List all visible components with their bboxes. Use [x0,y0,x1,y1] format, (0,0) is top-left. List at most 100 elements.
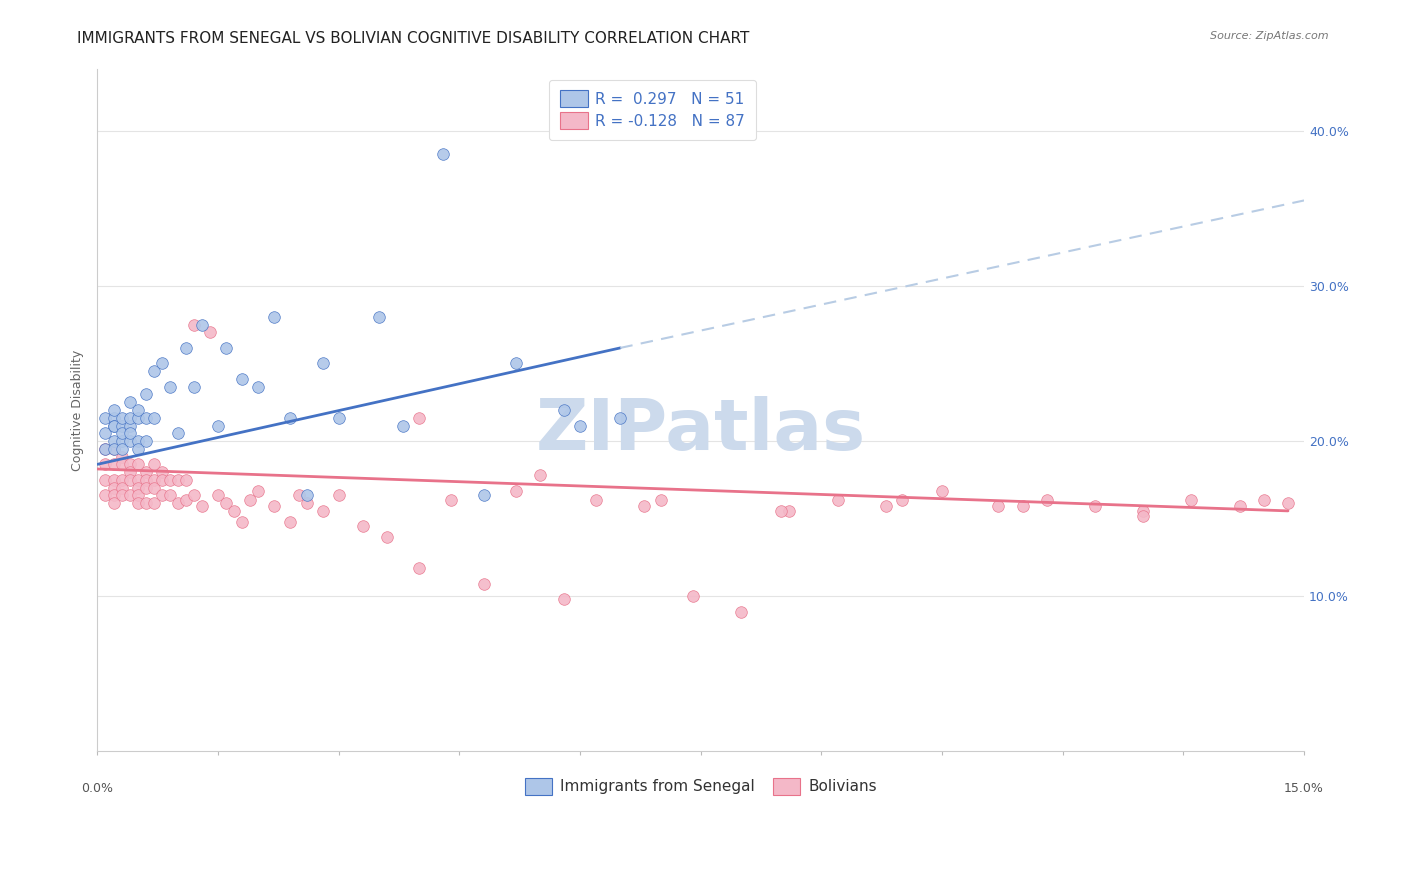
Point [231,372,253,386]
Point [778,504,800,518]
Point [375,530,398,544]
Point [142,473,165,487]
Text: 0.0%: 0.0% [82,782,114,795]
Point [118,418,141,433]
Point [408,561,430,575]
Point [142,364,165,378]
Point [183,318,205,332]
Y-axis label: Cognitive Disability: Cognitive Disability [72,350,84,471]
Point [103,418,125,433]
Point [127,458,149,472]
Point [103,410,125,425]
Point [103,481,125,495]
Point [1277,496,1299,510]
Point [103,418,125,433]
Point [118,434,141,448]
Point [1180,493,1202,508]
Point [328,410,350,425]
Point [110,418,132,433]
Point [110,434,132,448]
Point [183,380,205,394]
Point [191,500,214,514]
Point [247,380,270,394]
Point [295,488,318,502]
Point [505,356,527,370]
Point [127,442,149,456]
Point [167,426,190,441]
Point [118,410,141,425]
Point [103,403,125,417]
Point [135,496,157,510]
Point [110,458,132,472]
Point [553,403,575,417]
Point [150,356,173,370]
Point [408,410,430,425]
Point [183,488,205,502]
Point [1035,493,1057,508]
Point [94,426,117,441]
Point [135,465,157,479]
Point [295,496,318,510]
Point [368,310,391,324]
Legend: Immigrants from Senegal, Bolivians: Immigrants from Senegal, Bolivians [515,767,887,805]
Point [127,481,149,495]
Point [174,341,197,355]
Point [191,318,214,332]
Point [94,410,117,425]
Point [103,496,125,510]
Point [890,493,912,508]
Point [280,515,302,529]
Text: 15.0%: 15.0% [1284,782,1324,795]
Point [198,326,221,340]
Point [118,458,141,472]
Point [110,442,132,456]
Point [167,473,190,487]
Point [1011,500,1033,514]
Point [440,493,463,508]
Point [110,450,132,464]
Point [215,341,238,355]
Point [174,473,197,487]
Point [231,515,253,529]
Point [432,147,454,161]
Point [529,468,551,483]
Point [159,488,181,502]
Point [585,493,607,508]
Point [730,605,752,619]
Point [263,310,285,324]
Point [94,488,117,502]
Point [247,483,270,498]
Point [287,488,309,502]
Point [633,500,655,514]
Point [239,493,262,508]
Point [569,418,592,433]
Point [103,442,125,456]
Point [472,488,495,502]
Point [110,488,132,502]
Point [103,473,125,487]
Point [94,442,117,456]
Point [931,483,953,498]
Point [472,577,495,591]
Point [127,473,149,487]
Point [770,504,793,518]
Point [110,410,132,425]
Point [280,410,302,425]
Point [1132,504,1154,518]
Point [150,488,173,502]
Point [328,488,350,502]
Point [987,500,1010,514]
Point [1132,508,1154,523]
Point [118,426,141,441]
Point [263,500,285,514]
Point [103,434,125,448]
Point [392,418,415,433]
Point [1084,500,1107,514]
Point [135,481,157,495]
Point [127,496,149,510]
Text: ZIPatlas: ZIPatlas [536,396,866,465]
Point [311,356,333,370]
Point [127,488,149,502]
Point [207,488,229,502]
Point [103,442,125,456]
